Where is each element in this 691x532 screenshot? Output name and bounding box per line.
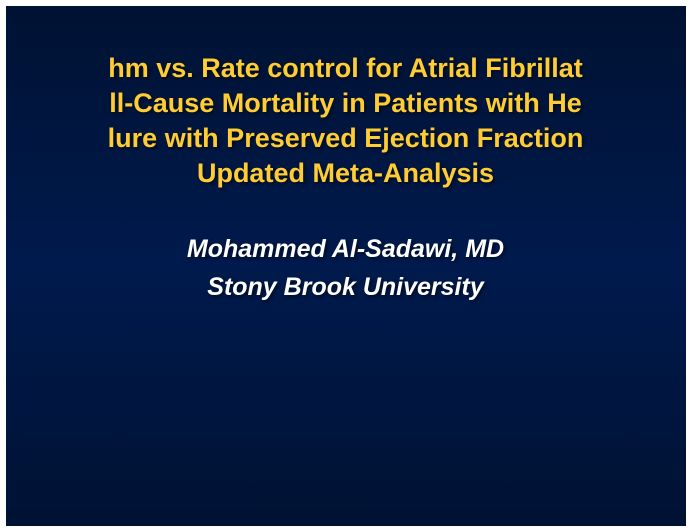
title-line-4: Updated Meta-Analysis	[26, 156, 666, 191]
title-line-1: hm vs. Rate control for Atrial Fibrillat	[26, 51, 666, 86]
title-line-3: lure with Preserved Ejection Fraction	[26, 121, 666, 156]
title-block: hm vs. Rate control for Atrial Fibrillat…	[26, 51, 666, 191]
slide-container: hm vs. Rate control for Atrial Fibrillat…	[6, 6, 686, 526]
author-affiliation: Stony Brook University	[26, 269, 666, 307]
title-line-2: ll-Cause Mortality in Patients with He	[26, 86, 666, 121]
author-block: Mohammed Al-Sadawi, MD Stony Brook Unive…	[26, 231, 666, 306]
author-name: Mohammed Al-Sadawi, MD	[26, 231, 666, 269]
